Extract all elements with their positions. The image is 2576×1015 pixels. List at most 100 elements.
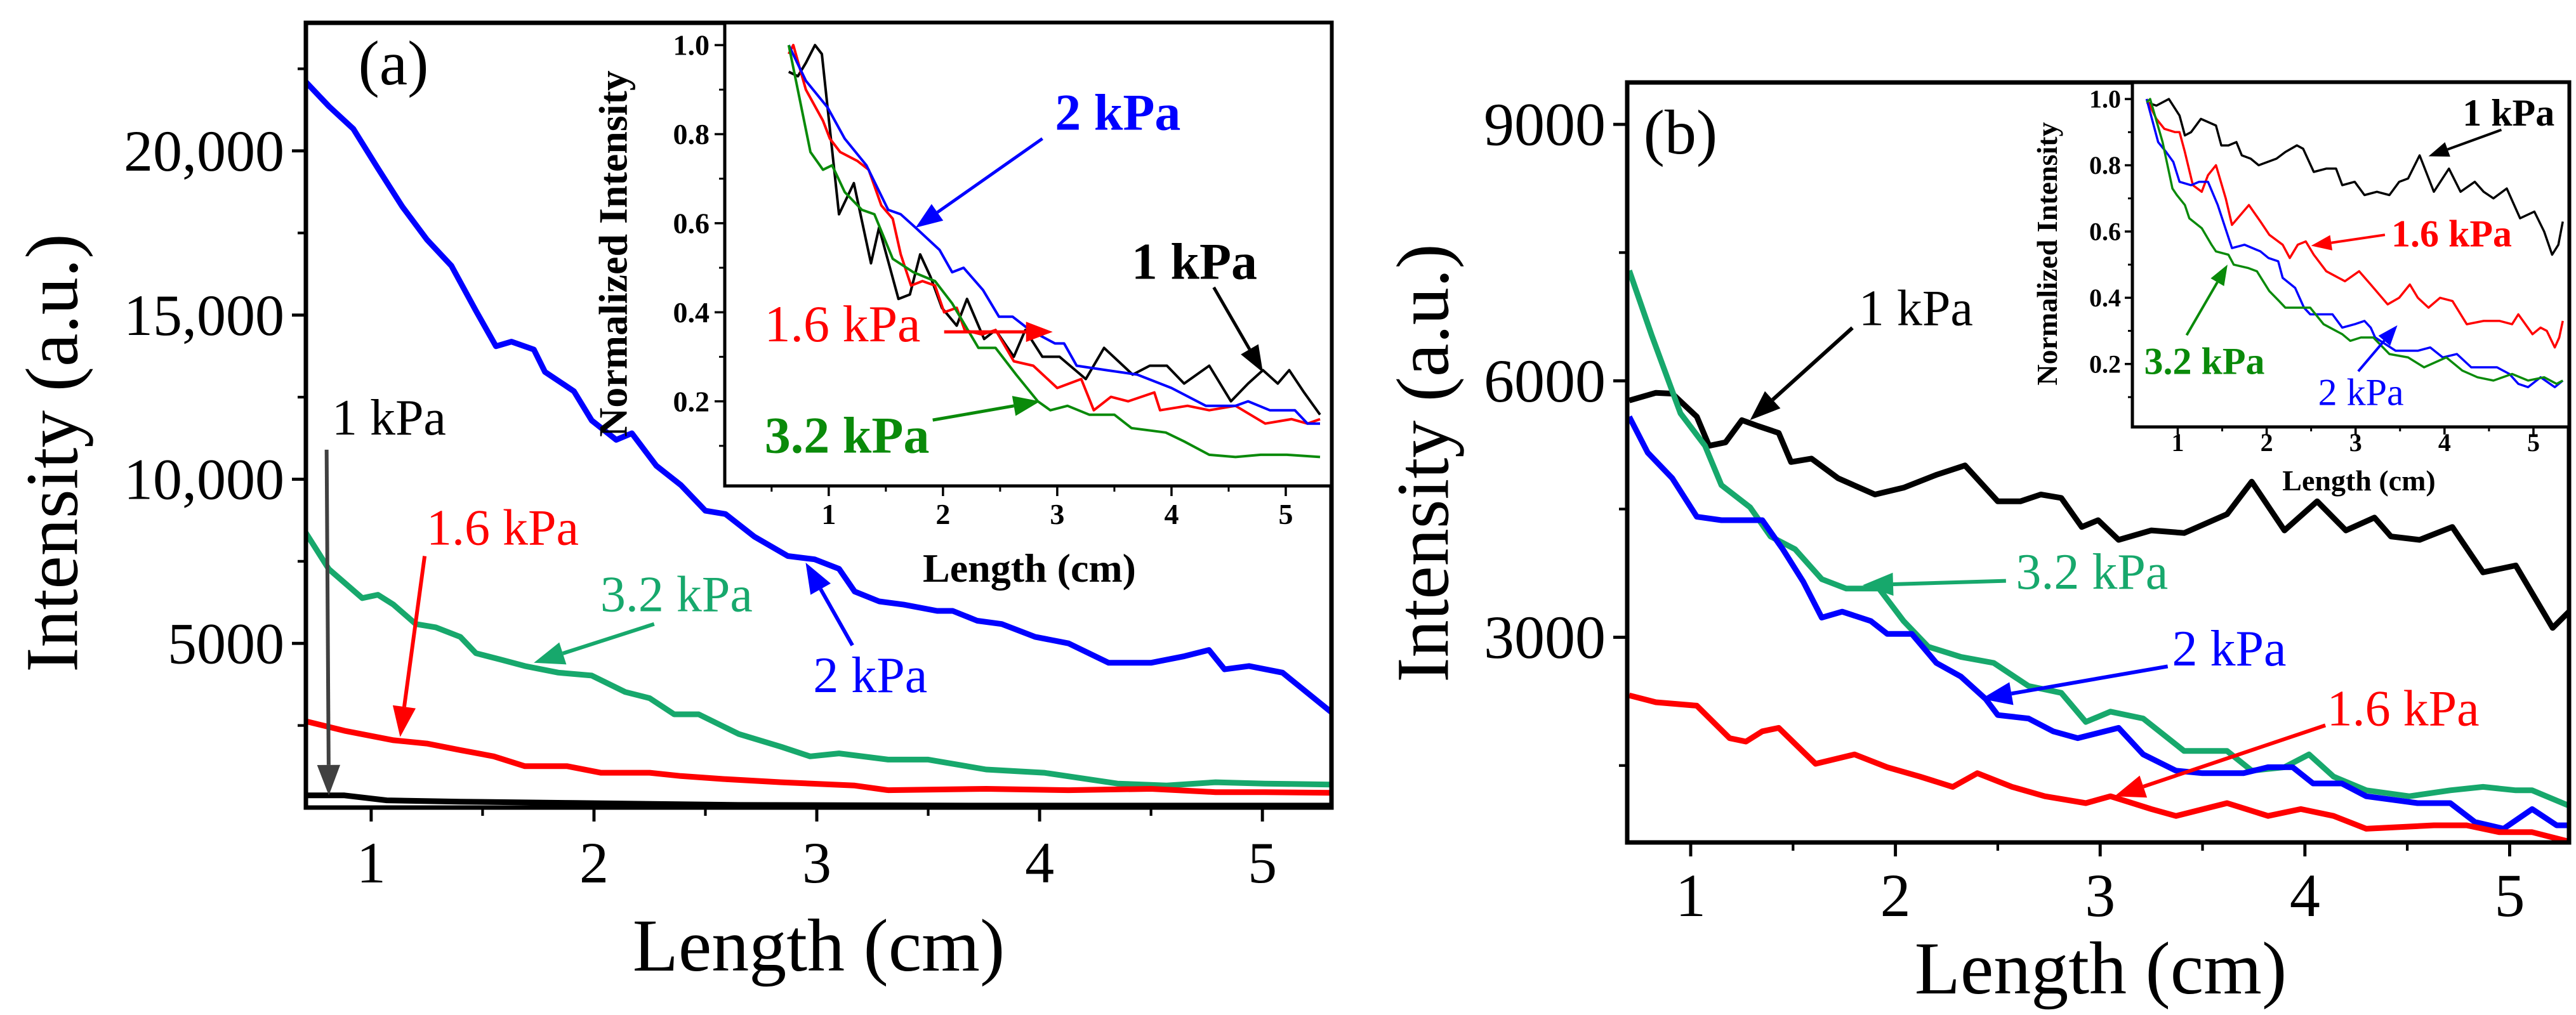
annotation-label: 1 kPa xyxy=(1859,281,1973,337)
annotation-arrow-line xyxy=(2185,281,2219,336)
annotation-2-kpa: 2 kPa xyxy=(2318,325,2404,414)
panel-b: 1 2 3 4 5 3000 6000 9000 Length (cm) Intensity (a… xyxy=(1381,80,2572,1010)
y-tick-label: 10,000 xyxy=(124,447,284,512)
y-tick-label: 0.4 xyxy=(2089,284,2121,312)
plot-frame xyxy=(2130,81,2571,429)
x-tick-label: 3 xyxy=(802,830,831,895)
series-line-1-6-kpa xyxy=(306,718,1331,796)
x-tick-label: 2 xyxy=(935,498,950,530)
arrowhead-icon xyxy=(2210,265,2228,286)
annotation-arrow-line xyxy=(402,556,427,707)
annotation-label: 1.6 kPa xyxy=(2391,213,2512,254)
series-line-3-2-kpa xyxy=(306,528,1331,789)
annotation-arrow-line xyxy=(932,404,1014,422)
annotation-arrow-line xyxy=(2357,339,2386,372)
y-axis-title: Normalized Intensity xyxy=(590,70,635,437)
annotation-2-kpa: 2 kPa xyxy=(1981,621,2286,705)
annotation-arrow-line xyxy=(562,622,655,655)
y-tick-label: 1.0 xyxy=(2089,85,2121,114)
series-line-2-kpa xyxy=(1627,415,2569,832)
plot-frame xyxy=(1625,80,2572,845)
x-axis-title: Length (cm) xyxy=(2282,464,2435,497)
inset-background xyxy=(2132,82,2569,427)
series-line-1-kpa xyxy=(1628,390,2569,631)
x-tick-label: 5 xyxy=(1278,498,1293,530)
annotation-arrow-line xyxy=(819,588,854,646)
annotation-1-6-kpa: 1.6 kPa xyxy=(2311,213,2512,254)
annotation-3-2-kpa: 3.2 kPa xyxy=(765,396,1040,464)
y-tick-label: 1.0 xyxy=(673,29,710,62)
arrowhead-icon xyxy=(2311,235,2333,251)
arrowhead-icon xyxy=(1750,391,1781,421)
x-tick-label: 4 xyxy=(2290,861,2320,929)
arrowhead-icon xyxy=(1012,396,1040,416)
annotation-label: 2 kPa xyxy=(1055,83,1180,141)
y-tick-label: 0.8 xyxy=(673,118,710,150)
annotation-3-2-kpa: 3.2 kPa xyxy=(1863,544,2168,600)
annotation-label: 1 kPa xyxy=(2462,92,2554,134)
x-axis-title: Length (cm) xyxy=(633,904,1005,987)
y-axis-title: Normalized Intensity xyxy=(2031,122,2063,385)
annotation-label: 3.2 kPa xyxy=(2144,340,2264,382)
annotation-label: 1 kPa xyxy=(332,390,446,446)
series-line-3-2-kpa xyxy=(2146,98,2564,385)
x-tick-label: 4 xyxy=(2438,428,2451,457)
arrowhead-icon xyxy=(2428,142,2450,157)
annotation-arrow-line xyxy=(1212,286,1252,350)
plot-frame xyxy=(723,21,1333,488)
x-tick-label: 3 xyxy=(1050,498,1064,530)
arrowhead-icon xyxy=(2378,325,2398,346)
panel-b-inset: 1 2 3 4 5 0.2 0.4 0.6 0.8 1.0 Length (cm) Normalize… xyxy=(2031,81,2571,497)
x-tick-label: 1 xyxy=(2171,428,2184,457)
arrowhead-icon xyxy=(392,705,416,737)
series-line-1-kpa xyxy=(2146,98,2564,256)
series-line-1-6-kpa xyxy=(1628,692,2569,842)
annotation-label: 3.2 kPa xyxy=(765,406,930,464)
annotation-label: 3.2 kPa xyxy=(2016,544,2168,600)
y-tick-label: 0.6 xyxy=(673,207,710,240)
annotation-2-kpa: 2 kPa xyxy=(805,562,927,704)
x-tick-label: 3 xyxy=(2349,428,2362,457)
y-tick-label: 20,000 xyxy=(124,119,284,183)
annotation-label: 2 kPa xyxy=(2318,372,2404,414)
y-tick-label: 6000 xyxy=(1484,347,1606,415)
x-tick-label: 5 xyxy=(2494,861,2525,929)
annotation-arrow-line xyxy=(1892,579,2006,586)
x-tick-label: 3 xyxy=(2085,861,2115,929)
annotation-1-kpa: 1 kPa xyxy=(2428,92,2554,157)
panel-label: (a) xyxy=(358,28,428,98)
y-axis-title: Intensity (a.u.) xyxy=(10,233,93,672)
annotation-1-6-kpa: 1.6 kPa xyxy=(764,295,1053,353)
series-line-2-kpa xyxy=(2145,98,2564,389)
y-tick-label: 15,000 xyxy=(124,283,284,348)
annotation-arrow-line xyxy=(2331,233,2386,244)
panel-a: 1 2 3 4 5 5000 10,000 15,000 20,000 Length (cm) In… xyxy=(10,20,1334,987)
x-axis-title: Length (cm) xyxy=(1915,927,2287,1010)
annotation-label: 3.2 kPa xyxy=(600,566,753,622)
annotation-3-2-kpa: 3.2 kPa xyxy=(2144,265,2265,382)
annotation-label: 2 kPa xyxy=(2172,621,2286,677)
annotation-2-kpa: 2 kPa xyxy=(915,83,1180,228)
annotation-label: 1.6 kPa xyxy=(2327,681,2480,737)
x-tick-label: 2 xyxy=(1880,861,1911,929)
series-line-3-2-kpa xyxy=(1627,270,2569,809)
annotation-arrow-line xyxy=(324,449,331,765)
x-tick-label: 1 xyxy=(357,830,386,895)
y-tick-label: 0.2 xyxy=(673,385,710,417)
annotation-1-6-kpa: 1.6 kPa xyxy=(392,500,579,737)
y-tick-label: 0.6 xyxy=(2089,218,2121,246)
arrowhead-icon xyxy=(1241,344,1263,373)
arrowhead-icon xyxy=(1981,682,2014,705)
annotation-label: 2 kPa xyxy=(813,648,927,704)
annotation-arrow-line xyxy=(1771,326,1854,402)
arrowhead-icon xyxy=(915,204,944,228)
annotation-1-kpa: 1 kPa xyxy=(317,390,446,796)
x-tick-label: 2 xyxy=(2261,428,2273,457)
arrowhead-icon xyxy=(1863,572,1894,596)
x-tick-label: 1 xyxy=(1675,861,1706,929)
x-tick-label: 4 xyxy=(1025,830,1054,895)
annotation-arrow-line xyxy=(2143,723,2327,789)
arrowhead-icon xyxy=(534,642,567,665)
x-tick-label: 1 xyxy=(821,498,836,530)
